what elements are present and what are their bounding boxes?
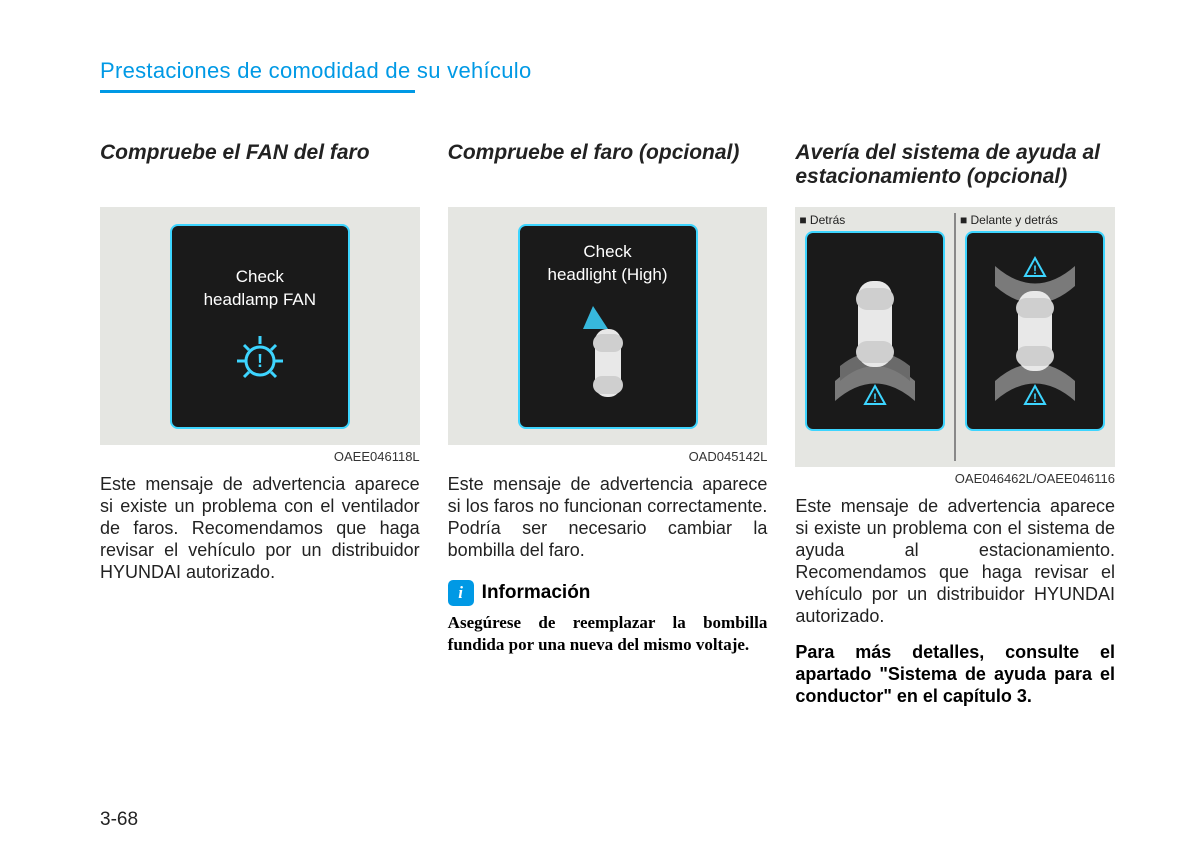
figure-headlamp-fan: Check headlamp FAN ! [100,207,420,445]
svg-text:!: ! [257,351,263,371]
section-title-parking: Avería del sistema de ayuda al estaciona… [795,141,1115,191]
page-number: 3-68 [100,809,138,831]
column-3: Avería del sistema de ayuda al estaciona… [795,141,1115,708]
body-text-2: Este mensaje de advertencia aparece si l… [448,474,768,562]
screen-headlamp-fan: Check headlamp FAN ! [170,224,350,429]
columns-container: Compruebe el FAN del faro Check headlamp… [100,141,1115,708]
body-text-1: Este mensaje de advertencia aparece si e… [100,474,420,584]
car-frontrear-sensor-icon: ! ! [975,246,1095,416]
figure-parking: ■ Detrás ! [795,207,1115,467]
info-badge-icon: i [448,580,474,606]
info-text: Asegúrese de reemplazar la bombilla fund… [448,612,768,656]
screen-line-1: Check [236,267,284,286]
column-1: Compruebe el FAN del faro Check headlamp… [100,141,420,708]
car-headlight-icon [573,301,643,411]
figure-code-1: OAEE046118L [100,449,420,464]
title-rule [100,90,415,93]
screen-headlight: Check headlight (High) [518,224,698,429]
chapter-title: Prestaciones de comodidad de su vehículo [100,58,1115,84]
screen-text-2: Check headlight (High) [547,241,667,287]
screen-parking-frontrear: ! ! [965,231,1105,431]
svg-text:!: ! [1033,263,1037,277]
screen-line-2b: headlight (High) [547,265,667,284]
section-title-headlamp-fan: Compruebe el FAN del faro [100,141,420,191]
screen-parking-rear: ! [805,231,945,431]
screen-text: Check headlamp FAN [204,266,316,312]
parking-frontrear-label: ■ Delante y detrás [960,213,1058,227]
section-title-headlight: Compruebe el faro (opcional) [448,141,768,191]
figure-code-2: OAD045142L [448,449,768,464]
body-text-3: Este mensaje de advertencia aparece si e… [795,496,1115,628]
svg-text:!: ! [873,391,877,405]
info-row: i Información [448,580,768,606]
parking-split: ■ Detrás ! [795,207,1115,467]
svg-text:!: ! [1033,391,1037,405]
column-2: Compruebe el faro (opcional) Check headl… [448,141,768,708]
figure-code-3: OAE046462L/OAEE046116 [795,471,1115,486]
figure-headlight: Check headlight (High) [448,207,768,445]
body-bold-3: Para más detalles, consulte el apartado … [795,642,1115,708]
screen-line-1b: Check [583,242,631,261]
info-label: Información [482,582,591,604]
parking-rear-half: ■ Detrás ! [795,207,954,467]
headlamp-fan-icon: ! [225,326,295,386]
car-rear-sensor-icon: ! [815,246,935,416]
parking-frontrear-half: ■ Delante y detrás ! [956,207,1115,467]
screen-line-2: headlamp FAN [204,290,316,309]
parking-rear-label: ■ Detrás [799,213,845,227]
